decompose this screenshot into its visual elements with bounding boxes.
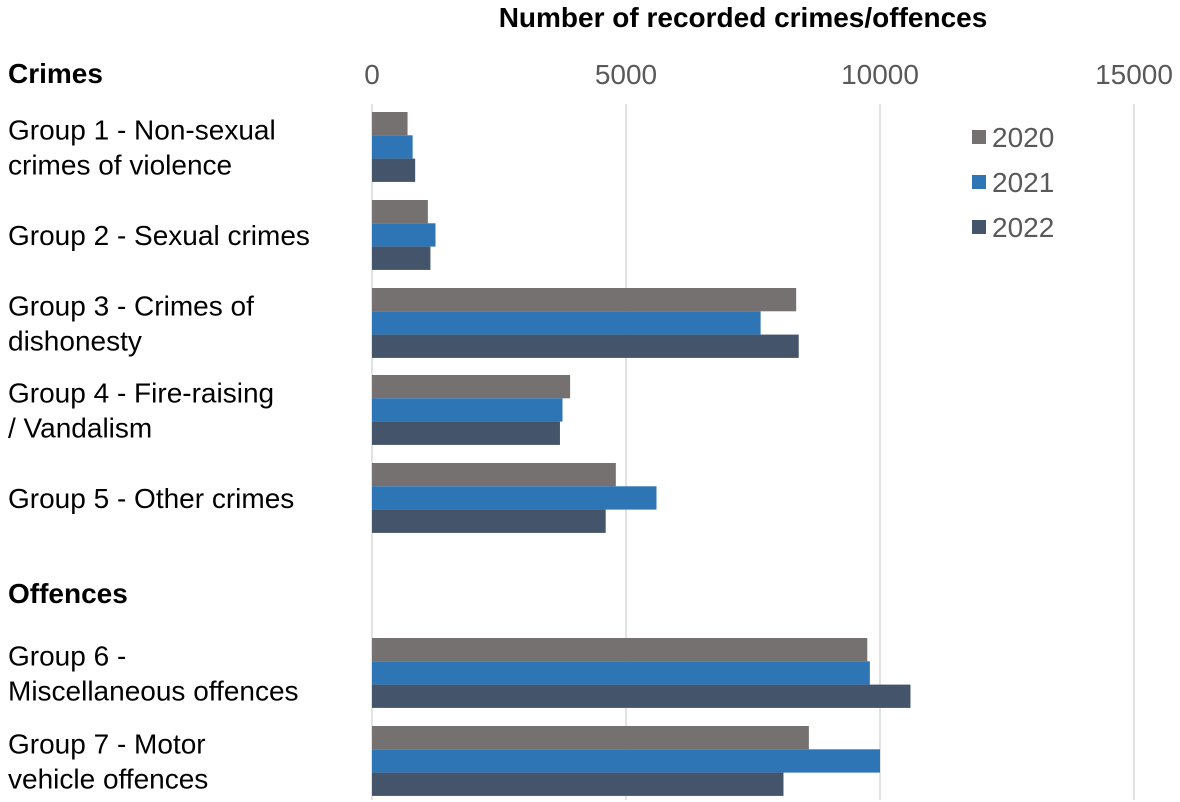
legend-label-2021: 2021 <box>992 167 1054 198</box>
bar-2021-group-1 <box>372 135 413 159</box>
category-label: / Vandalism <box>8 412 152 443</box>
x-tick-label: 15000 <box>1095 59 1173 90</box>
legend-swatch-2021 <box>972 175 986 189</box>
bar-2021-group-6 <box>372 661 870 685</box>
category-label: Group 1 - Non-sexual <box>8 114 276 145</box>
bar-2020-group-2 <box>372 200 428 224</box>
bar-2020-group-1 <box>372 112 408 136</box>
legend-swatch-2020 <box>972 130 986 144</box>
legend-swatch-2022 <box>972 220 986 234</box>
bar-2020-group-4 <box>372 375 571 399</box>
bar-2021-group-3 <box>372 311 761 335</box>
bar-2022-group-7 <box>372 772 784 796</box>
section-label: Crimes <box>8 58 103 89</box>
category-label: crimes of violence <box>8 149 232 180</box>
bar-2021-group-7 <box>372 749 880 773</box>
bar-2020-group-5 <box>372 463 616 487</box>
bar-2021-group-5 <box>372 486 657 510</box>
bar-2022-group-4 <box>372 421 560 445</box>
bar-2022-group-5 <box>372 509 606 533</box>
category-labels: Crimes Offences Group 1 - Non-sexual crimes… <box>8 58 310 794</box>
bar-2022-group-1 <box>372 158 416 182</box>
bar-2020-group-7 <box>372 726 809 750</box>
section-label: Offences <box>8 578 128 609</box>
bar-2020-group-6 <box>372 638 868 662</box>
category-label: Group 4 - Fire-raising <box>8 377 274 408</box>
bar-2021-group-4 <box>372 398 563 422</box>
chart-title: Number of recorded crimes/offences <box>499 2 988 33</box>
category-label: Group 2 - Sexual crimes <box>8 220 310 251</box>
category-label: Group 7 - Motor <box>8 728 206 759</box>
x-axis-ticks: 0 5000 10000 15000 <box>364 59 1173 90</box>
category-label: vehicle offences <box>8 763 208 794</box>
category-label: Group 6 - <box>8 640 126 671</box>
category-label: Group 3 - Crimes of <box>8 290 254 321</box>
category-label: Group 5 - Other crimes <box>8 483 294 514</box>
x-tick-label: 5000 <box>595 59 657 90</box>
legend: 2020 2021 2022 <box>972 122 1054 243</box>
category-label: Miscellaneous offences <box>8 675 299 706</box>
bar-2022-group-2 <box>372 246 431 270</box>
bars <box>372 112 911 796</box>
legend-label-2022: 2022 <box>992 212 1054 243</box>
bar-2022-group-3 <box>372 334 799 358</box>
bar-2022-group-6 <box>372 684 911 708</box>
bar-2020-group-3 <box>372 288 797 312</box>
category-label: dishonesty <box>8 325 142 356</box>
bar-2021-group-2 <box>372 223 436 247</box>
x-tick-label: 10000 <box>841 59 919 90</box>
x-tick-label: 0 <box>364 59 380 90</box>
legend-label-2020: 2020 <box>992 122 1054 153</box>
